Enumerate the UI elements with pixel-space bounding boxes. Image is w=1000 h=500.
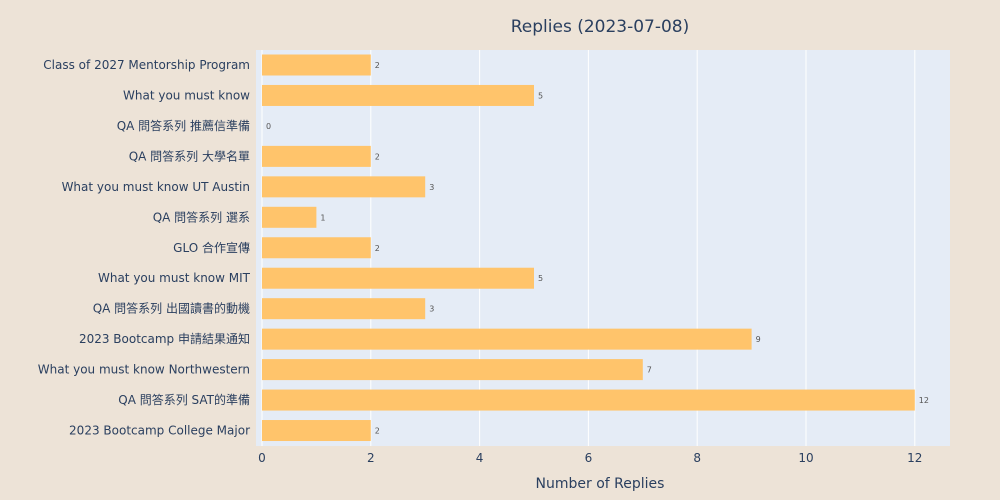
data-label: 2 (375, 152, 380, 161)
x-tick-label: 2 (367, 451, 375, 465)
x-tick-label: 6 (585, 451, 593, 465)
x-axis-tick-labels: 0 2 4 6 8 10 12 (258, 451, 922, 465)
y-tick-label: QA 問答系列 大學名單 (129, 148, 250, 163)
y-tick-label: QA 問答系列 推薦信準備 (117, 118, 250, 133)
bar (262, 359, 643, 381)
x-tick-label: 0 (258, 451, 266, 465)
data-label: 3 (429, 183, 434, 192)
y-tick-label: What you must know Northwestern (38, 363, 250, 377)
y-tick-label: 2023 Bootcamp College Major (69, 424, 250, 438)
bars (262, 54, 915, 442)
x-axis-title: Number of Replies (536, 476, 665, 492)
data-label: 0 (266, 122, 271, 131)
bar (262, 420, 371, 442)
bar (262, 145, 371, 167)
y-tick-label: What you must know UT Austin (62, 180, 250, 194)
bar (262, 176, 426, 198)
data-label: 3 (429, 305, 434, 314)
bar (262, 389, 915, 411)
bar (262, 206, 317, 228)
chart-title: Replies (2023-07-08) (511, 17, 690, 37)
bar (262, 54, 371, 76)
data-label: 2 (375, 427, 380, 436)
bar (262, 298, 426, 320)
x-tick-label: 4 (476, 451, 484, 465)
y-tick-label: Class of 2027 Mentorship Program (43, 58, 250, 72)
y-tick-label: GLO 合作宣傳 (173, 240, 250, 255)
data-label: 1 (320, 213, 325, 222)
x-tick-label: 8 (693, 451, 701, 465)
data-label: 12 (919, 396, 929, 405)
bar (262, 84, 534, 106)
data-label: 7 (647, 366, 652, 375)
y-tick-label: QA 問答系列 SAT的準備 (118, 392, 250, 407)
data-label: 5 (538, 91, 543, 100)
x-tick-label: 10 (798, 451, 813, 465)
data-label: 2 (375, 244, 380, 253)
y-tick-label: QA 問答系列 選系 (153, 209, 250, 224)
data-label: 2 (375, 61, 380, 70)
y-tick-label: QA 問答系列 出國讀書的動機 (93, 301, 250, 316)
y-axis-tick-labels: Class of 2027 Mentorship Program What you… (38, 58, 251, 438)
bar (262, 237, 371, 259)
y-tick-label: What you must know (123, 88, 250, 102)
bar (262, 267, 534, 289)
data-label: 9 (756, 335, 761, 344)
y-tick-label: 2023 Bootcamp 申請結果通知 (79, 332, 250, 346)
data-label: 5 (538, 274, 543, 283)
y-tick-label: What you must know MIT (98, 271, 251, 285)
bar (262, 328, 752, 350)
x-tick-label: 12 (907, 451, 922, 465)
